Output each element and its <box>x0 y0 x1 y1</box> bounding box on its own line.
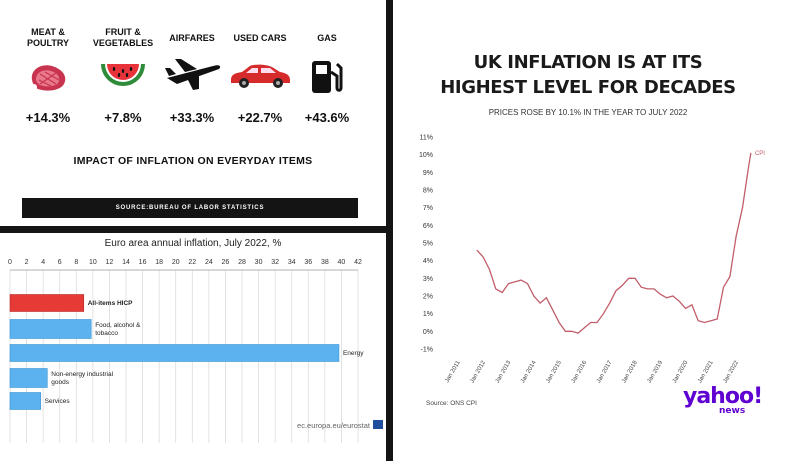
x-tick-label: 30 <box>255 259 263 266</box>
category-value: +43.6% <box>304 110 350 125</box>
x-tick-label: Jan 2011 <box>444 359 462 384</box>
y-tick-label: 3% <box>423 276 433 283</box>
x-tick-label: 24 <box>205 259 213 266</box>
airplane-icon <box>165 59 221 90</box>
eurostat-footer: ec.europa.eu/eurostat <box>297 421 371 430</box>
y-tick-label: 0% <box>423 329 433 336</box>
bar-label-line: Services <box>45 398 71 405</box>
eu-flag-icon <box>373 420 383 429</box>
y-tick-label: 1% <box>423 311 433 318</box>
impact-headline: IMPACT OF INFLATION ON EVERYDAY ITEMS <box>73 155 313 167</box>
bar-label: Energy <box>343 350 364 357</box>
category-value: +22.7% <box>237 110 283 125</box>
y-tick-label: -1% <box>421 347 433 354</box>
x-tick-label: 28 <box>238 259 246 266</box>
category-label: GAS <box>317 33 337 43</box>
cpi-series-line <box>476 152 752 334</box>
x-tick-label: 26 <box>222 259 230 266</box>
x-tick-label: Jan 2021 <box>697 359 715 384</box>
x-tick-label: 32 <box>271 259 279 266</box>
x-tick-label: Jan 2014 <box>520 359 538 384</box>
x-tick-label: Jan 2012 <box>469 359 487 384</box>
x-tick-label: 34 <box>288 259 296 266</box>
y-tick-label: 6% <box>423 223 433 230</box>
bar-label: Services <box>45 398 71 405</box>
x-tick-label: 12 <box>106 259 114 266</box>
x-tick-label: 8 <box>74 259 78 266</box>
category-label: FRUIT & VEGETABLES <box>92 27 154 48</box>
bar <box>9 344 340 362</box>
x-tick-label: 6 <box>58 259 62 266</box>
bar-label: Non-energy industrial goods <box>51 371 113 386</box>
y-tick-label: 7% <box>423 205 433 212</box>
x-tick-label: 36 <box>304 259 312 266</box>
y-tick-label: 2% <box>423 294 433 301</box>
x-tick-label: 4 <box>41 259 45 266</box>
x-tick-label: 18 <box>155 259 163 266</box>
chart-title: UK INFLATION IS AT ITS HIGHEST LEVEL FOR… <box>393 50 783 100</box>
euro-inflation-chart-panel: Euro area annual inflation, July 2022, %… <box>0 233 386 461</box>
x-tick-label: 10 <box>89 259 97 266</box>
bar-label-line: Food, alcohol & <box>95 322 141 329</box>
car-icon <box>231 64 290 88</box>
category-label: MEAT & POULTRY <box>27 27 69 48</box>
yahoo-logo: yahoo! <box>683 384 763 409</box>
bar-label: All-items HICP <box>88 300 133 307</box>
series-label: CPI <box>755 151 765 157</box>
bar <box>9 294 85 312</box>
y-tick-label: 11% <box>420 135 434 142</box>
uk-cpi-chart-panel: UK INFLATION IS AT ITS HIGHEST LEVEL FOR… <box>393 0 803 461</box>
x-tick-label: Jan 2015 <box>545 359 563 384</box>
x-tick-label: 14 <box>122 259 130 266</box>
x-tick-label: Jan 2022 <box>722 359 740 384</box>
bar-label-line: Energy <box>343 350 364 357</box>
x-tick-label: Jan 2016 <box>571 359 589 384</box>
x-tick-label: 2 <box>25 259 29 266</box>
bar <box>9 368 48 388</box>
category-value: +14.3% <box>25 110 71 125</box>
chart-title-text: UK INFLATION IS AT ITS HIGHEST LEVEL FOR… <box>440 52 736 98</box>
bar-label-line: All-items HICP <box>88 300 133 307</box>
bar <box>9 319 92 339</box>
gas-pump-icon <box>312 61 343 93</box>
x-tick-label: 22 <box>188 259 196 266</box>
euro-bar-chart: 0 2 4 6 8 10 12 14 16 18 20 22 24 26 28 30 32 34 36 38 40 42A… <box>8 259 383 443</box>
x-tick-label: 40 <box>338 259 346 266</box>
y-tick-label: 4% <box>423 258 433 265</box>
source-bar: SOURCE:BUREAU OF LABOR STATISTICS <box>22 198 358 218</box>
x-tick-label: 42 <box>354 259 362 266</box>
bar-label-line: goods <box>51 379 69 386</box>
us-inflation-items-panel: MEAT & POULTRY +14.3% FRUIT & VEGETABLES +7.8… <box>0 0 386 226</box>
category-value: +33.3% <box>169 110 215 125</box>
uk-line-chart: -1% 0% 1% 2% 3% 4% 5% 6% 7% 8% 9% 10% 11% Jan 2011 Jan… <box>419 135 765 385</box>
y-tick-label: 9% <box>423 170 433 177</box>
x-tick-label: Jan 2017 <box>596 359 614 384</box>
x-tick-label: 20 <box>172 259 180 266</box>
x-tick-label: 16 <box>139 259 147 266</box>
category-value: +7.8% <box>104 110 142 125</box>
y-tick-label: 8% <box>423 188 433 195</box>
bar <box>9 392 41 410</box>
x-tick-label: Jan 2013 <box>495 359 513 384</box>
bar-label: Food, alcohol & tobacco <box>95 322 141 337</box>
y-tick-label: 5% <box>423 241 433 248</box>
x-tick-label: Jan 2020 <box>672 359 690 384</box>
watermelon-icon <box>101 64 145 86</box>
bar-label-line: Non-energy industrial <box>51 371 113 378</box>
chart-source: Source: ONS CPI <box>426 400 477 407</box>
x-tick-label: 38 <box>321 259 329 266</box>
chart-title: Euro area annual inflation, July 2022, % <box>104 238 282 249</box>
y-tick-label: 10% <box>419 152 433 159</box>
yahoo-news-label: news <box>719 406 746 416</box>
chart-subtitle: PRICES ROSE BY 10.1% IN THE YEAR TO JULY… <box>488 108 688 117</box>
x-tick-label: Jan 2018 <box>621 359 639 384</box>
x-tick-label: 0 <box>8 259 12 266</box>
category-label: USED CARS <box>233 33 287 43</box>
bar-label-line: tobacco <box>95 330 118 337</box>
x-tick-label: Jan 2019 <box>647 359 665 384</box>
category-label: AIRFARES <box>169 33 215 43</box>
meat-icon <box>28 65 66 93</box>
